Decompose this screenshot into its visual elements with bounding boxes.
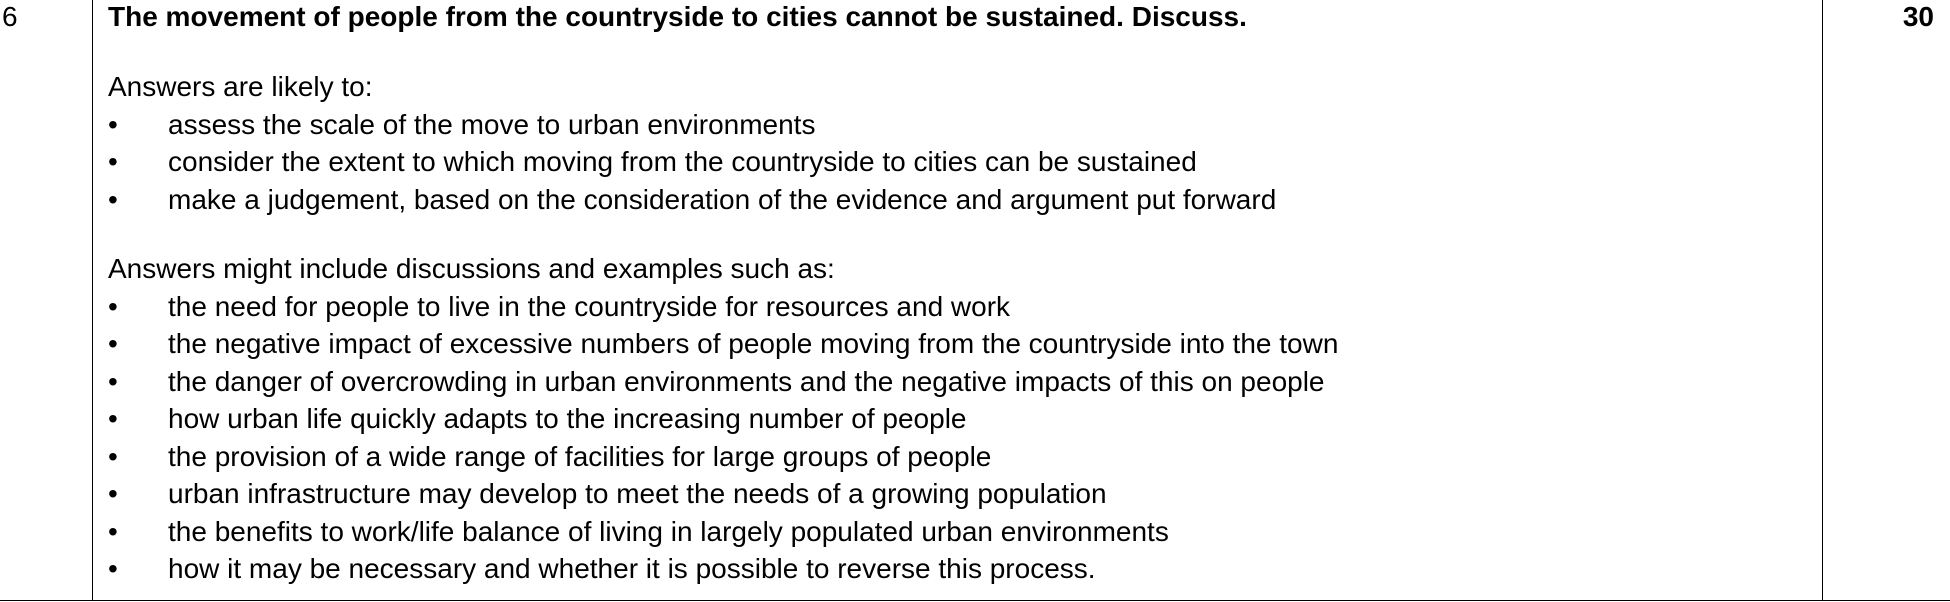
question-text: The movement of people from the countrys… [108,1,1247,32]
list-item-text: assess the scale of the move to urban en… [168,108,816,140]
bullet-icon: • [108,183,118,215]
bullet-icon: • [108,146,118,177]
bullet-icon: • [108,365,118,397]
bullet-icon: • [108,515,118,547]
section-spacer [108,218,1808,250]
section2-list: • the need for people to live in the coun… [108,288,1808,588]
list-item-text: the negative impact of excessive numbers… [168,328,1339,359]
list-item-text: how urban life quickly adapts to the inc… [168,403,967,434]
list-item: • how urban life quickly adapts to the in… [108,400,1808,438]
section2-intro: Answers might include discussions and ex… [108,253,835,284]
bullet-icon: • [108,328,118,359]
list-item-text: the benefits to work/life balance of liv… [168,515,1169,547]
list-item-text: urban infrastructure may develop to meet… [168,478,1107,509]
list-item: • the provision of a wide range of facili… [108,438,1808,476]
bullet-icon: • [108,553,118,584]
column-divider-left [92,0,93,601]
bullet-icon: • [108,403,118,434]
marks-total: 30 [1902,1,1934,32]
list-item-text: the provision of a wide range of facilit… [168,440,992,472]
bullet-icon: • [108,290,118,322]
section1-list: • assess the scale of the move to urban e… [108,106,1808,219]
section1-intro: Answers are likely to: [108,71,373,102]
bullet-icon: • [108,440,118,472]
list-item: • the need for people to live in the coun… [108,288,1808,326]
list-item-text: the need for people to live in the count… [168,290,1011,322]
list-item: • the danger of overcrowding in urban env… [108,363,1808,401]
list-item: • the benefits to work/life balance of li… [108,513,1808,551]
list-item: • consider the extent to which moving fro… [108,143,1808,181]
list-item: • urban infrastructure may develop to mee… [108,475,1808,513]
list-item-text: the danger of overcrowding in urban envi… [168,365,1325,397]
bullet-icon: • [108,108,118,140]
column-divider-right [1822,0,1823,601]
list-item-text: consider the extent to which moving from… [168,146,1197,177]
list-item-text: how it may be necessary and whether it i… [168,553,1096,584]
list-item: • assess the scale of the move to urban e… [108,106,1808,144]
list-item: • make a judgement, based on the consider… [108,181,1808,219]
bullet-icon: • [108,478,118,509]
list-item-text: make a judgement, based on the considera… [168,183,1277,215]
answer-guidance: The movement of people from the countrys… [108,1,1808,588]
list-item: • how it may be necessary and whether it … [108,550,1808,588]
question-number: 6 [2,1,18,32]
list-item: • the negative impact of excessive number… [108,325,1808,363]
